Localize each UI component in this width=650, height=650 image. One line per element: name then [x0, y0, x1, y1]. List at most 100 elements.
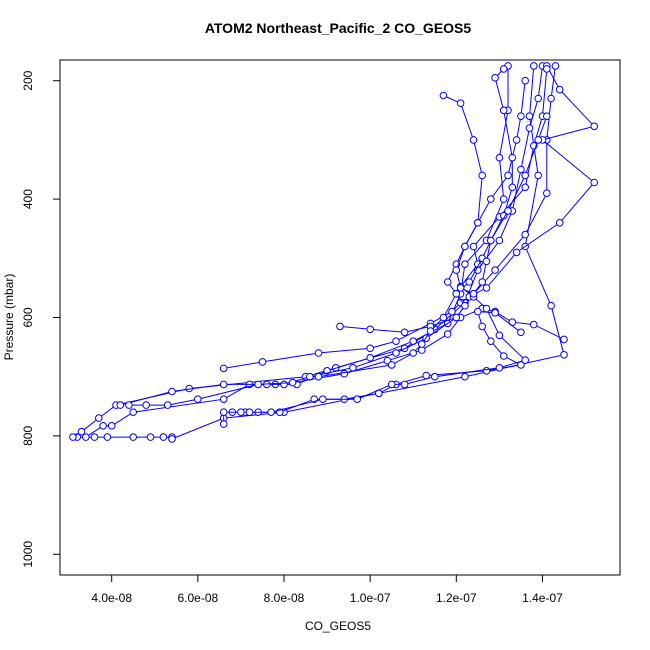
- data-point: [478, 322, 487, 331]
- profile-line: [318, 68, 513, 378]
- data-point: [461, 260, 469, 269]
- data-point: [267, 408, 275, 417]
- profile-line: [72, 65, 543, 438]
- y-tick-label: 800: [21, 426, 35, 446]
- data-point: [521, 230, 530, 239]
- data-point: [439, 91, 448, 100]
- data-point: [474, 307, 482, 316]
- y-axis-label: Pressure (mbar): [2, 274, 16, 361]
- data-point: [400, 380, 409, 389]
- profile-line: [120, 65, 556, 406]
- data-point: [319, 395, 327, 404]
- data-point: [99, 422, 107, 430]
- data-point: [491, 266, 499, 274]
- data-point: [443, 330, 452, 338]
- profile-series: [125, 304, 568, 409]
- data-point: [452, 313, 461, 322]
- data-point: [478, 171, 487, 180]
- data-point: [452, 266, 461, 274]
- data-point: [499, 352, 508, 360]
- data-point: [461, 372, 469, 381]
- data-point: [418, 340, 426, 348]
- data-point: [590, 178, 599, 187]
- data-point: [530, 62, 538, 70]
- data-point: [512, 136, 521, 144]
- data-point: [461, 301, 469, 310]
- data-point: [392, 349, 400, 357]
- data-point: [543, 112, 551, 120]
- profile-line: [171, 65, 565, 440]
- data-point: [163, 401, 172, 409]
- data-point: [482, 284, 491, 292]
- data-point: [219, 420, 228, 428]
- data-point: [336, 322, 344, 331]
- data-point: [280, 380, 288, 389]
- data-point: [237, 408, 245, 417]
- data-point: [254, 380, 263, 389]
- data-point: [129, 433, 137, 441]
- data-point: [431, 372, 439, 381]
- profile-line: [232, 311, 523, 413]
- data-point: [159, 433, 168, 441]
- data-point: [314, 349, 323, 357]
- data-point: [560, 351, 568, 359]
- profile-series: [82, 62, 512, 441]
- data-point: [534, 136, 543, 144]
- data-point: [439, 313, 448, 322]
- profile-line: [223, 65, 596, 369]
- data-point: [491, 309, 499, 317]
- data-point: [107, 422, 116, 430]
- data-point: [409, 349, 418, 357]
- data-point: [495, 331, 504, 340]
- data-point: [366, 325, 375, 334]
- data-point: [521, 356, 530, 364]
- data-point: [219, 380, 228, 389]
- data-point: [560, 335, 568, 344]
- x-axis-label: CO_GEOS5: [305, 619, 371, 633]
- data-point: [474, 219, 482, 227]
- data-point: [448, 307, 456, 316]
- data-point: [82, 433, 90, 441]
- data-point: [461, 242, 469, 251]
- x-tick-label: 1.2e-07: [436, 591, 477, 605]
- data-point: [482, 367, 491, 375]
- data-point: [547, 94, 555, 103]
- data-point: [555, 219, 564, 227]
- data-point: [426, 327, 435, 335]
- data-point: [521, 183, 530, 192]
- data-point: [142, 401, 150, 409]
- y-axis: 200 400 600 800 1000: [21, 70, 60, 568]
- data-point: [452, 290, 461, 298]
- data-point: [465, 278, 474, 286]
- y-tick-label: 200: [21, 70, 35, 90]
- data-point: [90, 433, 99, 441]
- data-point: [512, 248, 521, 257]
- data-point: [469, 290, 478, 298]
- data-point: [551, 62, 560, 70]
- data-point: [103, 433, 112, 441]
- data-point: [353, 395, 362, 404]
- profile-series: [116, 62, 560, 409]
- profile-series: [439, 91, 551, 298]
- data-point: [547, 301, 555, 310]
- series-layer: [69, 62, 599, 443]
- profile-series: [336, 76, 530, 337]
- data-point: [517, 328, 525, 337]
- profile-series: [228, 307, 525, 417]
- data-point: [340, 369, 349, 378]
- data-point: [534, 94, 543, 103]
- data-point: [469, 242, 478, 251]
- data-point: [219, 408, 228, 417]
- data-point: [387, 380, 396, 389]
- x-tick-label: 4.0e-08: [91, 591, 132, 605]
- data-point: [487, 195, 495, 203]
- data-point: [530, 320, 538, 329]
- data-point: [77, 427, 86, 436]
- x-tick-label: 6.0e-08: [177, 591, 218, 605]
- y-tick-label: 600: [21, 307, 35, 327]
- profile-series: [219, 65, 551, 428]
- x-tick-label: 8.0e-08: [264, 591, 305, 605]
- data-point: [478, 278, 487, 286]
- data-point: [534, 171, 543, 180]
